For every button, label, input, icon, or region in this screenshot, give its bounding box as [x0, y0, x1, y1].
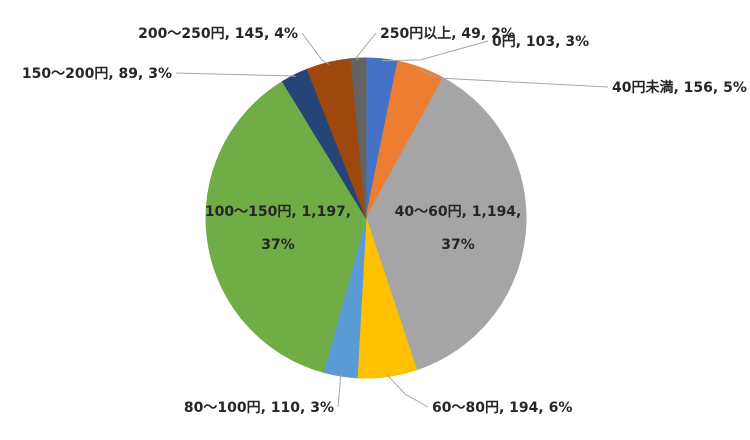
pie-slices [205, 57, 527, 379]
slice-data-label: 0円, 103, 3% [492, 34, 589, 50]
leader-line [355, 32, 377, 61]
slice-data-label: 200〜250円, 145, 4% [138, 26, 298, 42]
leader-line [337, 373, 342, 408]
pie-labels: 0円, 103, 3% 40円未満, 156, 5% 40〜60円, 1,194, 3… [22, 26, 747, 416]
pie-slice [365, 77, 527, 371]
leader-line [175, 72, 296, 78]
leader-line [420, 69, 609, 88]
slice-data-label: 250円以上, 49, 2% [380, 26, 515, 42]
slice-data-label: 60〜80円, 194, 6% [432, 400, 572, 416]
pie-slice [205, 80, 367, 373]
slice-data-label: 40円未満, 156, 5% [612, 79, 747, 96]
slice-data-label: 100〜150円, 1,197, 37% [205, 204, 351, 253]
leader-line [301, 32, 330, 65]
slice-data-label: 150〜200円, 89, 3% [22, 66, 172, 82]
leader-line [381, 40, 489, 62]
pie-slice [350, 57, 367, 219]
leader-line [386, 374, 429, 408]
slice-data-label: 80〜100円, 110, 3% [184, 400, 334, 416]
slice-data-label: 40〜60円, 1,194, 37% [395, 204, 522, 253]
